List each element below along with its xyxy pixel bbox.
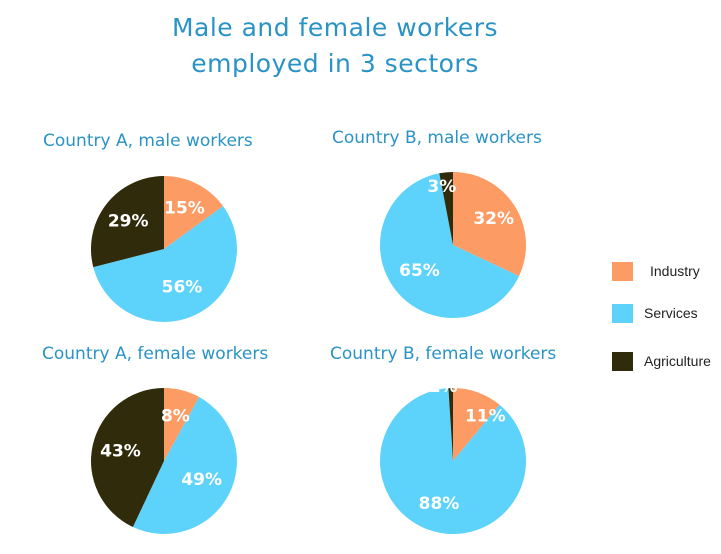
pie-label-agriculture: 3% [427, 177, 456, 197]
chart-title-line-2: employed in 3 sectors [191, 49, 479, 78]
chart-title-line-1: Male and female workers [171, 13, 499, 42]
pie-slice-agriculture [90, 176, 164, 268]
pie-slice-agriculture [448, 387, 453, 461]
pie-label-services: 65% [399, 261, 440, 281]
pie-label-industry: 11% [465, 407, 506, 427]
chart-title: Male and female workers employed in 3 se… [0, 10, 670, 82]
pie-title-country-a-female: Country A, female workers [42, 344, 269, 364]
pie-label-agriculture: 29% [108, 211, 149, 231]
pie-slice-services [379, 388, 526, 534]
pie-slice-services [93, 206, 237, 322]
legend-label-industry: Industry [650, 263, 700, 279]
pie-slice-agriculture [439, 171, 453, 245]
pie-slice-industry [164, 388, 200, 461]
pie-label-industry: 15% [164, 199, 205, 219]
legend-swatch-agriculture [612, 352, 633, 371]
pie-label-agriculture: 1% [429, 377, 458, 397]
pie-label-services: 56% [162, 277, 203, 297]
legend-swatch-services [612, 304, 633, 323]
pie-label-agriculture: 43% [100, 441, 141, 461]
pie-label-services: 88% [419, 494, 460, 514]
pie-title-country-b-male: Country B, male workers [332, 128, 542, 148]
pie-title-country-a-male: Country A, male workers [43, 131, 253, 151]
pie-slice-industry [453, 388, 500, 461]
pie-title-country-b-female: Country B, female workers [330, 344, 557, 364]
legend-label-services: Services [644, 305, 698, 321]
pie-label-industry: 32% [473, 209, 514, 229]
pie-slice-services [132, 397, 237, 534]
pie-slice-industry [164, 175, 224, 249]
legend-label-agriculture: Agriculture [644, 353, 711, 369]
pie-slice-agriculture [91, 388, 164, 528]
pie-label-industry: 8% [161, 407, 190, 427]
pie-slice-services [379, 173, 520, 318]
legend-swatch-industry [612, 262, 633, 281]
pie-label-services: 49% [181, 470, 222, 490]
pie-slice-industry [453, 172, 526, 277]
